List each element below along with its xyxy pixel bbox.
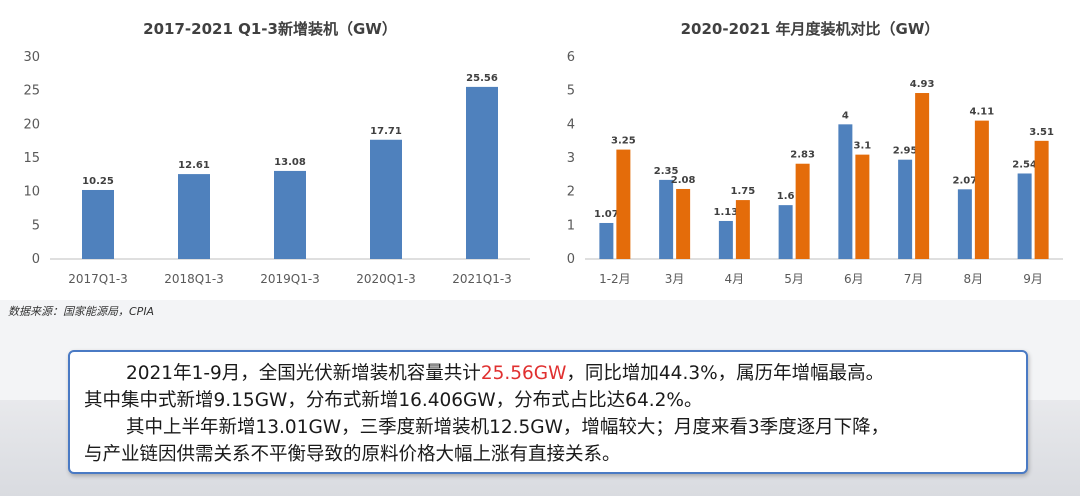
summary-highlight: 25.56GW bbox=[480, 363, 567, 384]
y-tick-label: 25 bbox=[23, 84, 40, 99]
chart-annual: 0 5 10 15 20 25 30 10.25 2017Q1-3 12.61 2018Q1-3 13… bbox=[23, 50, 530, 286]
bar bbox=[274, 170, 306, 259]
bar bbox=[735, 200, 750, 259]
data-label: 3.1 bbox=[854, 141, 872, 152]
data-label: 17.71 bbox=[370, 126, 402, 137]
bar bbox=[957, 189, 972, 259]
x-tick-label: 2019Q1-3 bbox=[260, 272, 320, 286]
x-tick-label: 8月 bbox=[964, 272, 984, 286]
summary-line-1-prefix: 2021年1-9月，全国光伏新增装机容量共计 bbox=[126, 363, 481, 384]
bar bbox=[1017, 173, 1032, 259]
x-tick-label: 5月 bbox=[784, 272, 804, 286]
bar bbox=[915, 93, 930, 259]
x-tick-label: 9月 bbox=[1023, 272, 1043, 286]
bar bbox=[178, 174, 210, 259]
x-tick-label: 3月 bbox=[665, 272, 685, 286]
data-label: 2.35 bbox=[654, 166, 679, 177]
data-label: 2.95 bbox=[893, 146, 918, 157]
chart-title-monthly: 2020-2021 年月度装机对比（GW） bbox=[680, 20, 940, 38]
bar bbox=[466, 86, 498, 260]
y-tick-label: 15 bbox=[23, 151, 40, 166]
bar bbox=[718, 220, 733, 259]
data-label: 2.54 bbox=[1012, 159, 1037, 170]
data-label: 12.61 bbox=[178, 160, 210, 171]
data-label: 1.13 bbox=[714, 207, 739, 218]
bar bbox=[974, 120, 989, 259]
bar bbox=[778, 205, 793, 259]
y-tick-label: 10 bbox=[23, 185, 40, 200]
bar bbox=[1034, 140, 1049, 259]
bar bbox=[838, 124, 853, 259]
data-label: 1.6 bbox=[777, 191, 795, 202]
bar bbox=[898, 159, 913, 259]
summary-box: 2021年1-9月，全国光伏新增装机容量共计25.56GW，同比增加44.3%，… bbox=[68, 350, 1028, 474]
bar bbox=[855, 154, 870, 259]
y-tick-label: 5 bbox=[32, 218, 40, 233]
y-tick-label: 30 bbox=[23, 50, 40, 65]
y-tick-label: 4 bbox=[567, 117, 575, 132]
chart-title-annual: 2017-2021 Q1-3新增装机（GW） bbox=[143, 20, 397, 38]
data-label: 2.07 bbox=[953, 175, 978, 186]
data-label: 13.08 bbox=[274, 157, 306, 168]
data-label: 2.08 bbox=[671, 175, 696, 186]
data-label: 10.25 bbox=[82, 176, 114, 187]
x-tick-label: 7月 bbox=[904, 272, 924, 286]
summary-line-4: 与产业链因供需关系不平衡导致的原料价格大幅上涨有直接关系。 bbox=[84, 444, 621, 465]
data-label: 25.56 bbox=[466, 73, 498, 84]
summary-line-1: 2021年1-9月，全国光伏新增装机容量共计25.56GW，同比增加44.3%，… bbox=[84, 360, 1020, 387]
summary-line-2: 其中集中式新增9.15GW，分布式新增16.406GW，分布式占比达64.2%。 bbox=[84, 390, 703, 411]
bar bbox=[795, 163, 810, 259]
x-tick-label: 2018Q1-3 bbox=[164, 272, 224, 286]
bar bbox=[676, 188, 691, 259]
x-tick-label: 1-2月 bbox=[599, 272, 631, 286]
data-label: 4.93 bbox=[910, 79, 935, 90]
y-tick-label: 20 bbox=[23, 117, 40, 132]
data-label: 1.07 bbox=[594, 209, 619, 220]
chart-panel-monthly: 2020-2021 年月度装机对比（GW） 0 1 2 3 4 5 6 1.07 3.25 1-2… bbox=[540, 0, 1080, 300]
x-tick-label: 4月 bbox=[725, 272, 745, 286]
y-tick-label: 2 bbox=[567, 185, 575, 200]
chart-panel-annual: 2017-2021 Q1-3新增装机（GW） 0 5 10 15 20 25 30 10.25… bbox=[0, 0, 540, 300]
data-label: 2.83 bbox=[790, 150, 815, 161]
y-tick-label: 5 bbox=[567, 84, 575, 99]
chart-monthly: 0 1 2 3 4 5 6 1.07 3.25 1-2月 2.352.08 3月 1.13 1.75 4月 1… bbox=[567, 50, 1063, 286]
x-tick-label: 2021Q1-3 bbox=[452, 272, 512, 286]
bar bbox=[82, 189, 114, 259]
bar bbox=[659, 179, 674, 259]
bar bbox=[599, 222, 614, 259]
x-tick-label: 2020Q1-3 bbox=[356, 272, 416, 286]
y-tick-label: 1 bbox=[567, 218, 575, 233]
bar bbox=[370, 139, 402, 259]
data-label: 3.51 bbox=[1029, 127, 1054, 138]
summary-line-3: 其中上半年新增13.01GW，三季度新增装机12.5GW，增幅较大；月度来看3季… bbox=[126, 417, 890, 438]
y-tick-label: 3 bbox=[567, 151, 575, 166]
data-label: 4 bbox=[842, 110, 849, 121]
summary-line-1-suffix: ，同比增加44.3%，属历年增幅最高。 bbox=[566, 363, 885, 384]
source-note: 数据来源：国家能源局，CPIA bbox=[8, 305, 155, 318]
x-tick-label: 2017Q1-3 bbox=[68, 272, 128, 286]
data-label: 1.75 bbox=[731, 186, 756, 197]
bar bbox=[616, 149, 631, 259]
y-tick-label: 0 bbox=[567, 252, 575, 267]
data-label: 3.25 bbox=[611, 136, 636, 147]
data-label: 4.11 bbox=[970, 107, 995, 118]
x-tick-label: 6月 bbox=[844, 272, 864, 286]
y-tick-label: 6 bbox=[567, 50, 575, 65]
y-tick-label: 0 bbox=[32, 252, 40, 267]
